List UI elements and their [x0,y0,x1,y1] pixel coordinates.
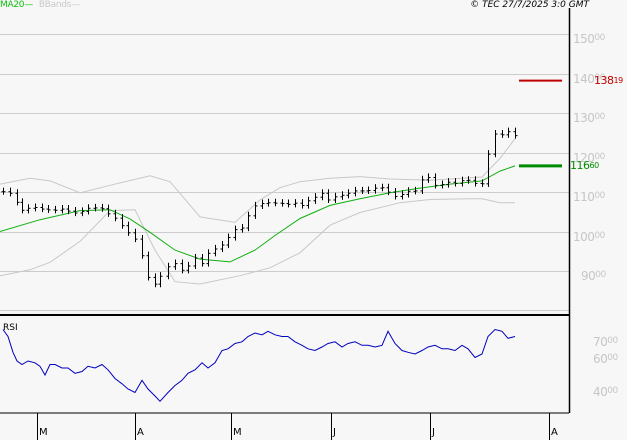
legend-bbands-label: BBands [38,0,72,10]
time-axis-label: A [551,427,558,438]
price-axis-label: 13000 [573,111,605,125]
legend-bbands[interactable]: BBands— [39,0,80,10]
time-axis-label: A [137,427,144,438]
bbands-lower-line [0,198,515,285]
price-axis-label: 15000 [573,32,605,46]
rsi-axis-label: 4000 [593,385,618,399]
price-bars [1,127,518,288]
chart-frame [0,8,571,440]
price-gridlines [0,34,569,311]
legend: MA20— BBands— [0,0,80,10]
time-axis-label: M [39,427,48,438]
level-lines [519,79,562,168]
time-axis-label: M [233,427,242,438]
legend-bbands-swatch: — [71,0,80,10]
rsi-axis-label: 6000 [593,352,618,366]
legend-ma20[interactable]: MA20— [0,0,33,10]
price-axis-label: 12000 [573,151,605,165]
rsi-line [2,328,516,403]
ma20-line [0,165,516,263]
price-axis-label: 9000 [581,269,606,283]
price-axis-label: 14000 [573,72,605,86]
bbands-upper-line [0,138,516,223]
legend-ma20-swatch: — [24,0,33,10]
copyright-timestamp: © TEC 27/7/2025 3:0 GMT [470,0,589,10]
support-price-label: 11660 [570,158,599,172]
target-price-label: 13819 [594,73,623,87]
time-axis-label: J [432,427,435,438]
price-axis-label: 11000 [573,190,605,204]
legend-ma20-label: MA20 [0,0,25,10]
time-axis-label: J [333,427,336,438]
price-axis-label: 10000 [573,230,605,244]
rsi-axis-label: 7000 [593,335,618,349]
rsi-title: RSI [3,323,18,333]
